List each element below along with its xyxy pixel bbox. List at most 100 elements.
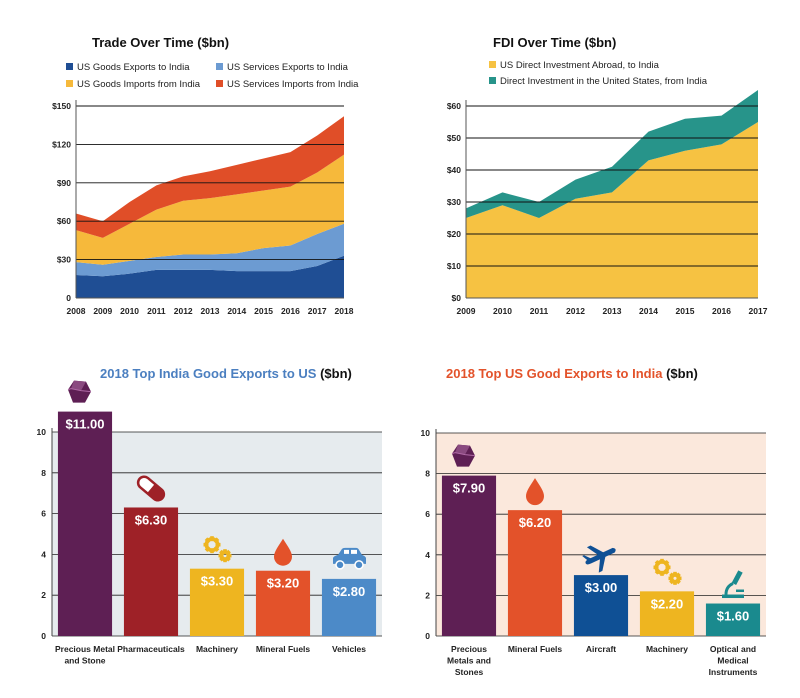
x-tick-label: 2014 (639, 306, 658, 316)
legend-swatch (66, 63, 73, 70)
category-label: Metals and (447, 656, 491, 666)
gem-icon (67, 380, 92, 403)
bar-value-label: $1.60 (717, 609, 750, 624)
drop-shape (274, 538, 292, 566)
plane-fuselage (585, 547, 616, 565)
drop-shape (526, 478, 544, 506)
gears-icon (653, 558, 682, 585)
bar-value-label: $6.20 (519, 515, 552, 530)
category-label: Medical (717, 656, 748, 666)
category-label: Instruments (709, 667, 758, 677)
legend-swatch (489, 61, 496, 68)
category-label: Precious (451, 644, 487, 654)
legend-swatch (489, 77, 496, 84)
x-tick-label: 2015 (254, 306, 273, 316)
chart-title-unit: ($bn) (666, 366, 698, 381)
legend-label: US Services Exports to India (227, 62, 349, 73)
x-tick-label: 2018 (335, 306, 354, 316)
x-tick-label: 2013 (603, 306, 622, 316)
area-series-3 (76, 154, 344, 265)
gear-small (668, 571, 682, 585)
area-series-1 (76, 255, 344, 298)
gear-ring (669, 572, 681, 584)
category-label: Mineral Fuels (256, 644, 311, 654)
y-tick-label: 6 (425, 509, 430, 519)
y-tick-label: $40 (447, 165, 461, 175)
y-tick-label: $10 (447, 261, 461, 271)
gear-ring (654, 559, 670, 575)
y-tick-label: $30 (57, 255, 71, 265)
plane-tail (582, 555, 592, 561)
y-tick-label: 10 (37, 427, 47, 437)
airplane-icon (582, 545, 616, 573)
bar-value-label: $3.30 (201, 574, 234, 589)
bar-value-label: $3.20 (267, 576, 300, 591)
bar-chart-4: 2018 Top US Good Exports to India ($bn) 0… (421, 366, 766, 677)
scope-tube (731, 570, 743, 586)
y-tick-label: 10 (421, 428, 431, 438)
pill-half-dark (147, 483, 164, 501)
bar-value-label: $11.00 (65, 417, 104, 432)
car-window (344, 549, 349, 554)
car-body (333, 547, 366, 564)
x-tick-label: 2017 (749, 306, 768, 316)
x-tick-label: 2010 (120, 306, 139, 316)
bar (705, 603, 761, 636)
category-label: Pharmaceuticals (117, 644, 185, 654)
legend-swatch (66, 80, 73, 87)
bar (255, 570, 311, 636)
y-tick-label: $120 (52, 139, 71, 149)
x-tick-label: 2015 (676, 306, 695, 316)
gem-icon (451, 444, 476, 467)
bar-value-label: $2.80 (333, 584, 366, 599)
category-label: Mineral Fuels (508, 644, 563, 654)
legend-label: US Services Imports from India (227, 79, 359, 90)
y-tick-label: 4 (41, 549, 46, 559)
x-tick-label: 2016 (281, 306, 300, 316)
chart-title: 2018 Top US Good Exports to India ($bn) (446, 366, 698, 381)
x-tick-label: 2012 (174, 306, 193, 316)
y-tick-label: 6 (41, 509, 46, 519)
y-tick-label: $90 (57, 178, 71, 188)
area-series-1 (466, 122, 758, 298)
bar-chart-3: 2018 Top India Good Exports to US ($bn) 0… (37, 366, 382, 666)
chart-legend: US Direct Investment Abroad, to India Dir… (489, 60, 708, 87)
y-tick-label: 4 (425, 550, 430, 560)
microscope-icon (722, 570, 744, 599)
category-label: Machinery (646, 644, 688, 654)
plane-shape (582, 545, 616, 573)
chart-legend: US Goods Exports to India US Services Exp… (66, 62, 359, 90)
y-tick-label: $0 (452, 293, 462, 303)
chart-title-unit: ($bn) (320, 366, 352, 381)
gear-large (203, 536, 221, 554)
category-label: Stones (455, 667, 484, 677)
bar-value-label: $3.00 (585, 580, 618, 595)
y-tick-label: $60 (447, 101, 461, 111)
bar (321, 578, 377, 636)
x-tick-label: 2008 (67, 306, 86, 316)
area-chart-2: FDI Over Time ($bn) US Direct Investment … (447, 35, 768, 316)
bar (507, 510, 563, 636)
x-tick-label: 2014 (227, 306, 246, 316)
legend-label: US Goods Imports from India (77, 79, 201, 90)
gem-edge (451, 452, 476, 457)
y-tick-label: $50 (447, 133, 461, 143)
legend-swatch (216, 63, 223, 70)
bar (123, 507, 179, 636)
bar (189, 568, 245, 636)
gem-facet (455, 444, 470, 455)
x-tick-label: 2011 (147, 306, 166, 316)
bar-value-label: $7.90 (453, 481, 486, 496)
chart-title-main: 2018 Top US Good Exports to India (446, 366, 666, 381)
category-label: and Stone (64, 656, 105, 666)
x-tick-label: 2011 (530, 306, 549, 316)
x-tick-label: 2012 (566, 306, 585, 316)
legend-label: Direct Investment in the United States, … (500, 76, 708, 87)
gear-ring (204, 537, 220, 553)
y-tick-label: $30 (447, 197, 461, 207)
chart-title: Trade Over Time ($bn) (92, 35, 229, 50)
chart-title-main: 2018 Top India Good Exports to US (100, 366, 320, 381)
y-tick-label: 8 (425, 469, 430, 479)
gears-icon (203, 536, 232, 563)
